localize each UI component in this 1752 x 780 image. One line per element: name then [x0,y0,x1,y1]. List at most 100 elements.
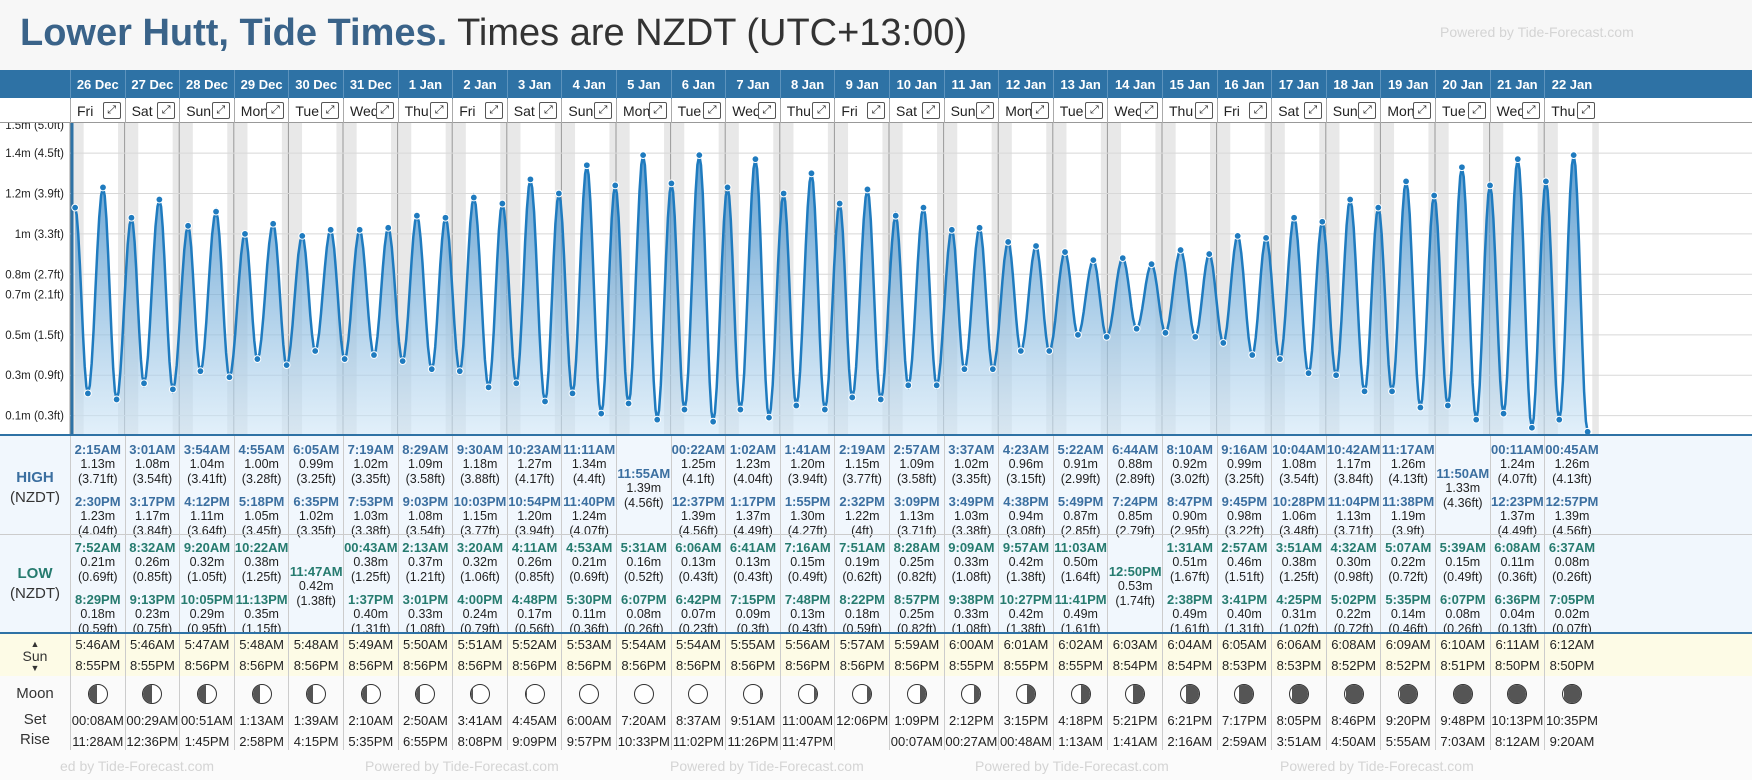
tide-point[interactable] [412,211,421,220]
expand-day-icon[interactable]: ⤢ [812,102,831,119]
tide-point[interactable] [1346,195,1355,204]
tide-point[interactable] [526,175,535,184]
tide-point[interactable] [1061,248,1069,256]
tide-point[interactable] [140,379,148,388]
tide-point[interactable] [988,365,997,374]
tide-point[interactable] [168,385,177,394]
tide-point[interactable] [736,405,745,414]
tide-point[interactable] [112,395,121,404]
tide-point[interactable] [1004,238,1013,246]
expand-day-icon[interactable]: ⤢ [211,102,230,119]
expand-day-icon[interactable]: ⤢ [593,102,612,119]
expand-day-icon[interactable]: ⤢ [1412,102,1431,119]
tide-point[interactable] [370,351,378,359]
tide-point[interactable] [196,367,205,376]
tide-point[interactable] [1147,260,1156,269]
tide-point[interactable] [1102,332,1111,341]
tide-point[interactable] [441,213,450,222]
expand-day-icon[interactable]: ⤢ [757,102,776,119]
tide-point[interactable] [1290,213,1299,222]
tide-point[interactable] [1458,163,1466,172]
tide-point[interactable] [947,225,956,234]
tide-point[interactable] [282,361,291,370]
tide-point[interactable] [1016,347,1025,355]
tide-point[interactable] [835,199,844,208]
tide-point[interactable] [212,207,220,216]
expand-day-icon[interactable]: ⤢ [1194,102,1213,119]
expand-day-icon[interactable]: ⤢ [1358,102,1377,119]
tide-point[interactable] [891,211,900,220]
tide-point[interactable] [1248,351,1257,359]
tide-point[interactable] [99,183,107,192]
tide-point[interactable] [1276,355,1284,363]
tide-point[interactable] [455,367,464,376]
tide-point[interactable] [469,193,478,202]
tide-point[interactable] [653,415,662,424]
tide-point[interactable] [876,395,885,404]
tide-point[interactable] [1045,347,1054,355]
tide-point[interactable] [298,231,307,240]
tide-point[interactable] [792,401,801,410]
tide-point[interactable] [340,355,349,363]
expand-day-icon[interactable]: ⤢ [1522,102,1541,119]
expand-day-icon[interactable]: ⤢ [102,102,121,119]
tide-point[interactable] [624,399,633,408]
tide-point[interactable] [1176,246,1185,254]
tide-point[interactable] [155,195,164,204]
tide-point[interactable] [582,161,591,170]
tide-point[interactable] [512,379,521,388]
tide-point[interactable] [1262,234,1270,242]
tide-point[interactable] [1528,423,1536,432]
tide-point[interactable] [1430,191,1439,200]
tide-point[interactable] [427,365,436,374]
tide-point[interactable] [326,225,335,234]
expand-day-icon[interactable]: ⤢ [1467,102,1486,119]
expand-day-icon[interactable]: ⤢ [539,102,558,119]
tide-point[interactable] [919,203,928,212]
tide-point[interactable] [1499,409,1508,418]
tide-point[interactable] [1374,203,1383,212]
tide-point[interactable] [384,223,393,232]
tide-point[interactable] [1304,369,1313,378]
tide-point[interactable] [1132,324,1141,333]
expand-day-icon[interactable]: ⤢ [157,102,176,119]
tide-point[interactable] [127,213,136,222]
tide-point[interactable] [554,189,563,198]
tide-point[interactable] [498,199,507,208]
expand-day-icon[interactable]: ⤢ [703,102,722,119]
tide-point[interactable] [1233,231,1242,240]
tide-point[interactable] [975,223,984,232]
tide-point[interactable] [848,393,857,402]
tide-point[interactable] [709,417,718,426]
tide-point[interactable] [71,203,80,212]
expand-day-icon[interactable]: ⤢ [1139,102,1158,119]
tide-point[interactable] [1569,151,1578,160]
tide-point[interactable] [355,225,364,234]
tide-point[interactable] [932,381,941,390]
tide-point[interactable] [1472,415,1481,424]
tide-point[interactable] [1032,242,1040,250]
expand-day-icon[interactable]: ⤢ [1576,102,1595,119]
expand-day-icon[interactable]: ⤢ [1249,102,1268,119]
tide-point[interactable] [695,151,704,160]
tide-point[interactable] [1161,328,1170,337]
tide-point[interactable] [597,409,606,418]
tide-point[interactable] [680,405,689,414]
tide-point[interactable] [253,355,262,363]
tide-point[interactable] [1416,403,1425,412]
tide-point[interactable] [1318,217,1327,226]
tide-point[interactable] [1089,256,1098,265]
expand-day-icon[interactable]: ⤢ [648,102,667,119]
tide-point[interactable] [751,155,760,164]
tide-point[interactable] [1388,387,1396,396]
expand-day-icon[interactable]: ⤢ [320,102,339,119]
tide-point[interactable] [807,169,816,178]
tide-point[interactable] [269,219,278,228]
tide-point[interactable] [184,221,192,230]
tide-point[interactable] [863,185,872,194]
tide-point[interactable] [1486,181,1494,190]
tide-point[interactable] [960,365,969,374]
tide-point[interactable] [1118,254,1127,263]
tide-point[interactable] [1513,155,1522,164]
tide-point[interactable] [541,397,549,406]
